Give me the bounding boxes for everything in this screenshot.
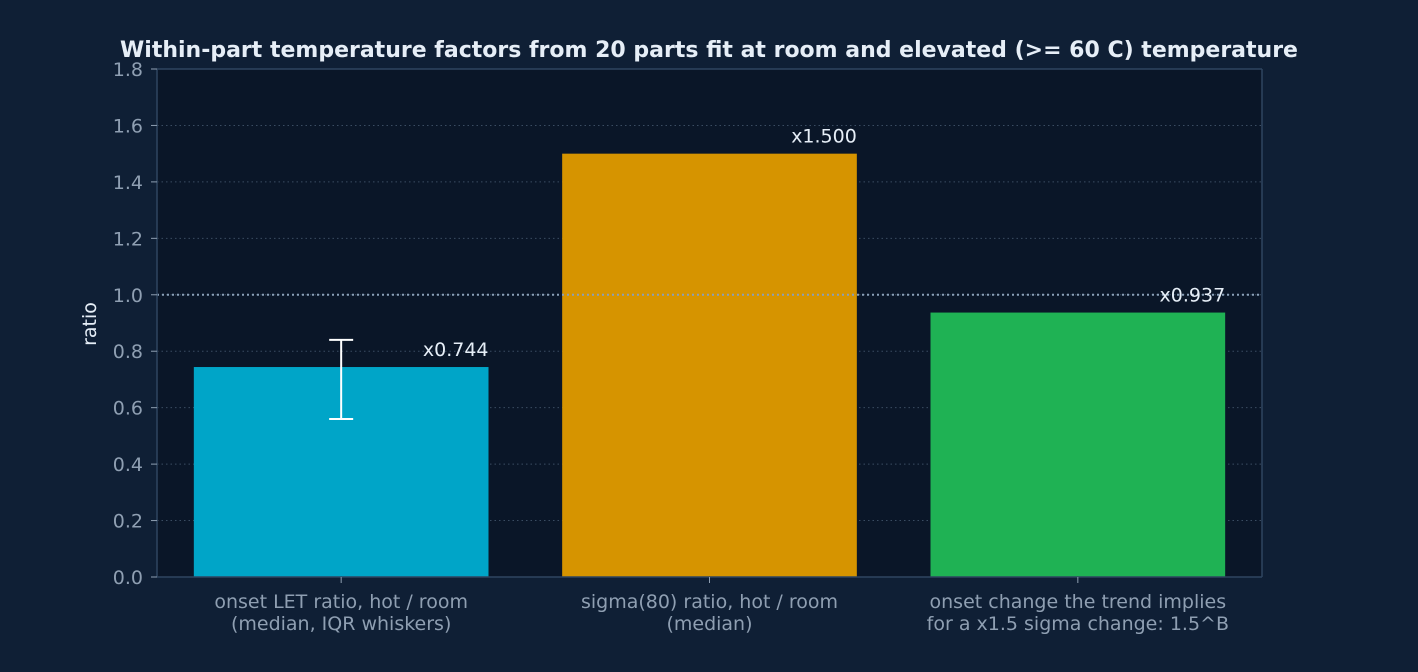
y-tick-label-8: 1.6 [113,115,143,137]
error-bar-1 [329,338,354,420]
chart-title: Within-part temperature factors from 20 … [120,38,1298,63]
value-label-2: x1.500 [791,126,857,148]
y-tick-label-9: 1.8 [113,59,143,81]
x-tick-label-3: onset change the trend implies for a x1.5… [927,591,1229,635]
x-tick-label-line: (median, IQR whiskers) [231,613,451,635]
bar-3 [930,312,1226,577]
x-tick-label-line: onset LET ratio, hot / room [214,591,468,613]
y-tick-label-4: 0.8 [113,341,143,363]
y-tick-label-3: 0.6 [113,398,143,420]
bar-2 [562,153,857,577]
x-tick-label-line: sigma(80) ratio, hot / room [581,591,838,613]
y-axis-label: ratio [79,302,101,346]
y-tick-label-1: 0.2 [113,511,143,533]
x-tick-label-line: onset change the trend implies [930,591,1227,613]
value-label-1: x0.744 [423,339,489,361]
y-tick-label-5: 1.0 [113,285,143,307]
x-tick-label-2: sigma(80) ratio, hot / room (median) [581,591,838,635]
y-tick-label-0: 0.0 [113,567,143,589]
value-label-3: x0.937 [1160,285,1226,307]
y-tick-label-2: 0.4 [113,454,143,476]
y-tick-label-6: 1.2 [113,228,143,250]
x-tick-label-line: (median) [666,613,752,635]
y-tick-label-7: 1.4 [113,172,143,194]
x-tick-label-1: onset LET ratio, hot / room (median, IQR … [214,591,468,635]
x-tick-label-line: for a x1.5 sigma change: 1.5^B [927,613,1229,635]
